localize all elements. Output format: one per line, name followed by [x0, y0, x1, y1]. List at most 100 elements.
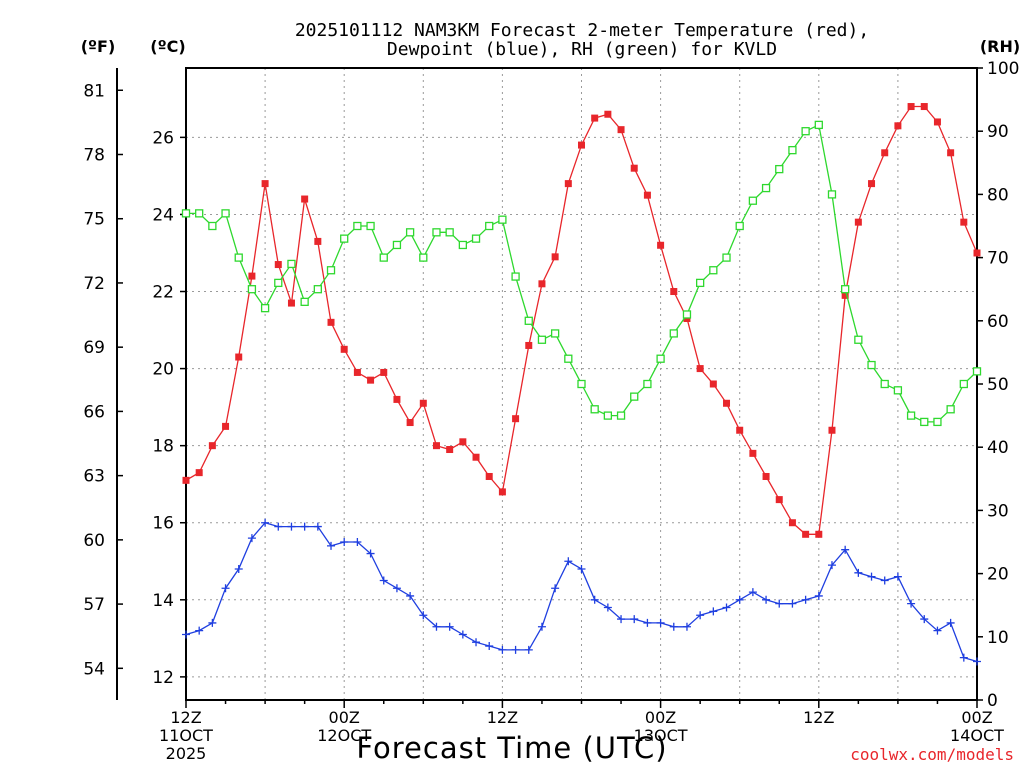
- dewpoint-point: [498, 645, 507, 654]
- rh-tick-label: 30: [987, 501, 1009, 521]
- rh-tick-label: 80: [987, 185, 1009, 205]
- x-tick-label-date: 11OCT: [159, 726, 213, 745]
- rh-point: [854, 335, 863, 344]
- dewpoint-point: [775, 599, 784, 608]
- dewpoint-point: [669, 622, 678, 631]
- temperature-point: [195, 469, 203, 477]
- dewpoint-point: [353, 538, 362, 546]
- dewpoint-point: [458, 630, 467, 639]
- dewpoint-point: [537, 622, 546, 631]
- x-tick-label-hour: 12Z: [487, 708, 518, 727]
- rh-point: [511, 272, 520, 281]
- dewpoint-point: [827, 561, 836, 570]
- dewpoint-point: [735, 595, 744, 604]
- dewpoint-point: [392, 584, 401, 593]
- celsius-tick-label: 24: [152, 205, 174, 225]
- temperature-point: [235, 353, 243, 361]
- rh-point: [234, 253, 243, 262]
- temperature-point: [248, 272, 256, 280]
- temperature-point: [208, 442, 216, 450]
- rh-point: [379, 253, 388, 262]
- rh-point: [841, 285, 850, 294]
- temperature-point: [828, 426, 836, 434]
- dewpoint-point: [762, 595, 771, 604]
- rh-point: [564, 354, 573, 363]
- temperature-point: [749, 449, 757, 457]
- temperature-point: [617, 126, 625, 134]
- rh-point: [775, 164, 784, 174]
- dewpoint-point: [366, 549, 375, 558]
- temperature-point: [459, 438, 467, 446]
- rh-point: [827, 190, 837, 199]
- rh-point: [524, 316, 533, 325]
- rh-tick-label: 100: [987, 59, 1019, 79]
- dewpoint-point: [696, 611, 705, 620]
- fahrenheit-tick-label: 66: [83, 402, 105, 422]
- dewpoint-point: [880, 576, 889, 585]
- temperature-point: [472, 453, 480, 461]
- temperature-point: [868, 180, 876, 188]
- temperature-point: [947, 149, 955, 157]
- rh-point: [735, 221, 744, 231]
- dewpoint-point: [814, 591, 823, 600]
- dewpoint-point: [801, 595, 810, 604]
- rh-point: [353, 221, 362, 231]
- dewpoint-point: [445, 622, 454, 631]
- temperature-point: [287, 299, 295, 307]
- rh-point: [405, 228, 415, 237]
- dewpoint-point: [656, 618, 665, 627]
- temperature-point: [960, 218, 968, 226]
- rh-point: [313, 285, 322, 294]
- temperature-point: [854, 218, 862, 226]
- rh-point: [260, 304, 270, 313]
- temperature-point: [222, 422, 230, 430]
- fahrenheit-tick-label: 57: [83, 595, 105, 615]
- temperature-point: [419, 399, 427, 407]
- temperature-point: [762, 472, 770, 480]
- rh-point: [920, 417, 929, 427]
- x-tick-label-date: 12OCT: [317, 726, 371, 745]
- dewpoint-point: [234, 564, 243, 573]
- temperature-point: [736, 426, 744, 434]
- dewpoint-point: [182, 630, 190, 639]
- dewpoint-point: [313, 522, 322, 531]
- celsius-tick-label: 26: [152, 128, 174, 148]
- rh-point: [590, 405, 599, 414]
- dewpoint-point: [577, 564, 586, 573]
- temperature-point: [907, 103, 915, 111]
- dewpoint-point: [946, 618, 955, 627]
- temperature-point: [709, 380, 717, 388]
- rh-tick-label: 20: [987, 565, 1009, 585]
- rh-point: [880, 379, 889, 389]
- temperature-point: [881, 149, 889, 157]
- rh-point: [696, 278, 705, 288]
- rh-point: [748, 196, 758, 205]
- rh-point: [326, 266, 336, 275]
- dewpoint-point: [617, 615, 626, 624]
- temperature-point: [485, 472, 493, 480]
- rh-point: [656, 354, 665, 363]
- rh-tick-label: 50: [987, 375, 1009, 395]
- x-tick-label-hour: 00Z: [329, 708, 360, 727]
- dewpoint-point: [340, 538, 349, 546]
- rh-point: [300, 297, 309, 306]
- temperature-point: [340, 345, 348, 353]
- celsius-tick-label: 18: [152, 437, 174, 457]
- dewpoint-point: [893, 572, 902, 581]
- rh-point: [458, 240, 468, 250]
- dewpoint-point: [709, 607, 718, 616]
- rh-point: [392, 240, 402, 250]
- x-tick-label-date: 13OCT: [634, 726, 688, 745]
- temperature-point: [301, 195, 309, 203]
- rh-point: [933, 417, 942, 427]
- dewpoint-point: [933, 626, 942, 635]
- axes: 12 14 16 18 20 22 24 26 54 57 60 63 66 69 72 75 78 81 0 10 2…: [83, 59, 1019, 763]
- dewpoint-point: [682, 622, 691, 631]
- temperature-point: [920, 103, 928, 111]
- rh-point: [893, 386, 903, 395]
- temperature-point: [933, 118, 941, 126]
- rh-point: [867, 360, 876, 370]
- dewpoint-point: [551, 584, 560, 593]
- rh-point: [643, 379, 652, 389]
- temperature-point: [657, 241, 665, 249]
